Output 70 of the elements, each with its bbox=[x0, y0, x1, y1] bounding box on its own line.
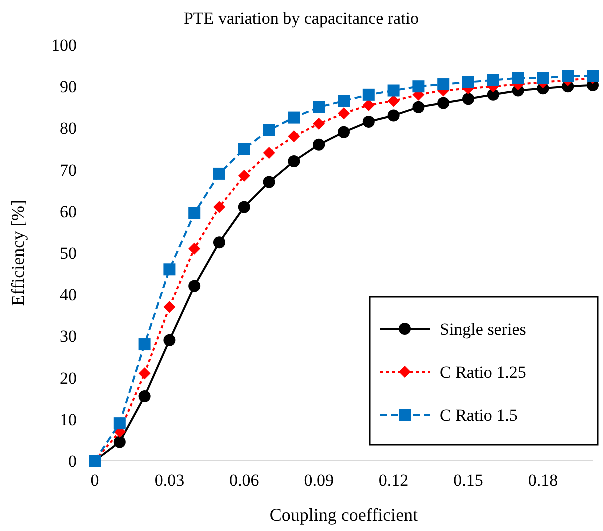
point bbox=[388, 110, 400, 122]
point bbox=[188, 280, 201, 292]
point bbox=[512, 72, 524, 84]
point bbox=[164, 264, 176, 276]
point bbox=[238, 170, 250, 182]
y-tick-label: 30 bbox=[60, 327, 77, 346]
legend-label: Single series bbox=[440, 320, 526, 339]
x-tick-label: 0.12 bbox=[378, 471, 409, 490]
point bbox=[362, 116, 375, 128]
point bbox=[214, 168, 226, 180]
point bbox=[214, 236, 226, 249]
point bbox=[537, 72, 550, 84]
point bbox=[188, 207, 201, 220]
point bbox=[114, 436, 126, 448]
y-tick-label: 10 bbox=[60, 410, 77, 430]
point bbox=[288, 112, 300, 124]
y-tick-label: 0 bbox=[68, 452, 77, 471]
y-tick-label: 20 bbox=[60, 368, 77, 388]
point bbox=[313, 118, 326, 130]
point bbox=[114, 418, 126, 430]
point bbox=[338, 126, 350, 138]
point bbox=[338, 108, 350, 120]
x-axis-title: Coupling coefficient bbox=[270, 505, 418, 525]
point bbox=[164, 301, 176, 314]
point bbox=[138, 368, 151, 380]
legend-label: C Ratio 1.25 bbox=[440, 362, 526, 382]
point bbox=[362, 99, 375, 112]
x-tick-label: 0.06 bbox=[230, 471, 260, 490]
x-tick-label: 0.09 bbox=[304, 471, 334, 490]
point bbox=[138, 390, 151, 403]
point bbox=[263, 147, 276, 160]
x-tick-label: 0.15 bbox=[454, 471, 484, 490]
point bbox=[438, 97, 450, 110]
y-tick-label: 100 bbox=[52, 36, 77, 55]
x-tick-label: 0 bbox=[90, 471, 100, 490]
y-tick-label: 60 bbox=[60, 202, 77, 222]
point bbox=[288, 155, 300, 168]
y-tick-label: 90 bbox=[60, 78, 77, 97]
y-tick-label: 40 bbox=[60, 286, 77, 305]
chart-title: PTE variation by capacitance ratio bbox=[184, 9, 420, 28]
y-tick-label: 50 bbox=[60, 244, 77, 263]
point bbox=[164, 334, 176, 346]
point bbox=[487, 88, 500, 101]
point bbox=[362, 88, 375, 101]
point bbox=[238, 143, 250, 155]
point bbox=[487, 74, 500, 86]
x-tick-label: 0.03 bbox=[154, 471, 185, 490]
point bbox=[462, 76, 474, 88]
point bbox=[188, 242, 201, 255]
point bbox=[238, 201, 250, 214]
y-axis-title: Efficiency [%] bbox=[8, 200, 28, 306]
point bbox=[412, 101, 425, 114]
legend-label: C Ratio 1.5 bbox=[440, 406, 518, 425]
point bbox=[412, 80, 425, 93]
point bbox=[263, 176, 276, 188]
point bbox=[313, 138, 326, 151]
point bbox=[288, 130, 300, 143]
point bbox=[462, 93, 474, 106]
point bbox=[438, 78, 450, 91]
point bbox=[388, 95, 400, 108]
point bbox=[562, 70, 574, 82]
point bbox=[338, 95, 350, 108]
y-tick-label: 70 bbox=[60, 160, 77, 180]
x-tick-label: 0.18 bbox=[528, 471, 558, 490]
point bbox=[138, 338, 151, 351]
point bbox=[388, 84, 400, 97]
point bbox=[263, 124, 276, 136]
y-tick-label: 80 bbox=[60, 119, 77, 138]
point bbox=[214, 201, 226, 214]
point bbox=[313, 101, 326, 114]
